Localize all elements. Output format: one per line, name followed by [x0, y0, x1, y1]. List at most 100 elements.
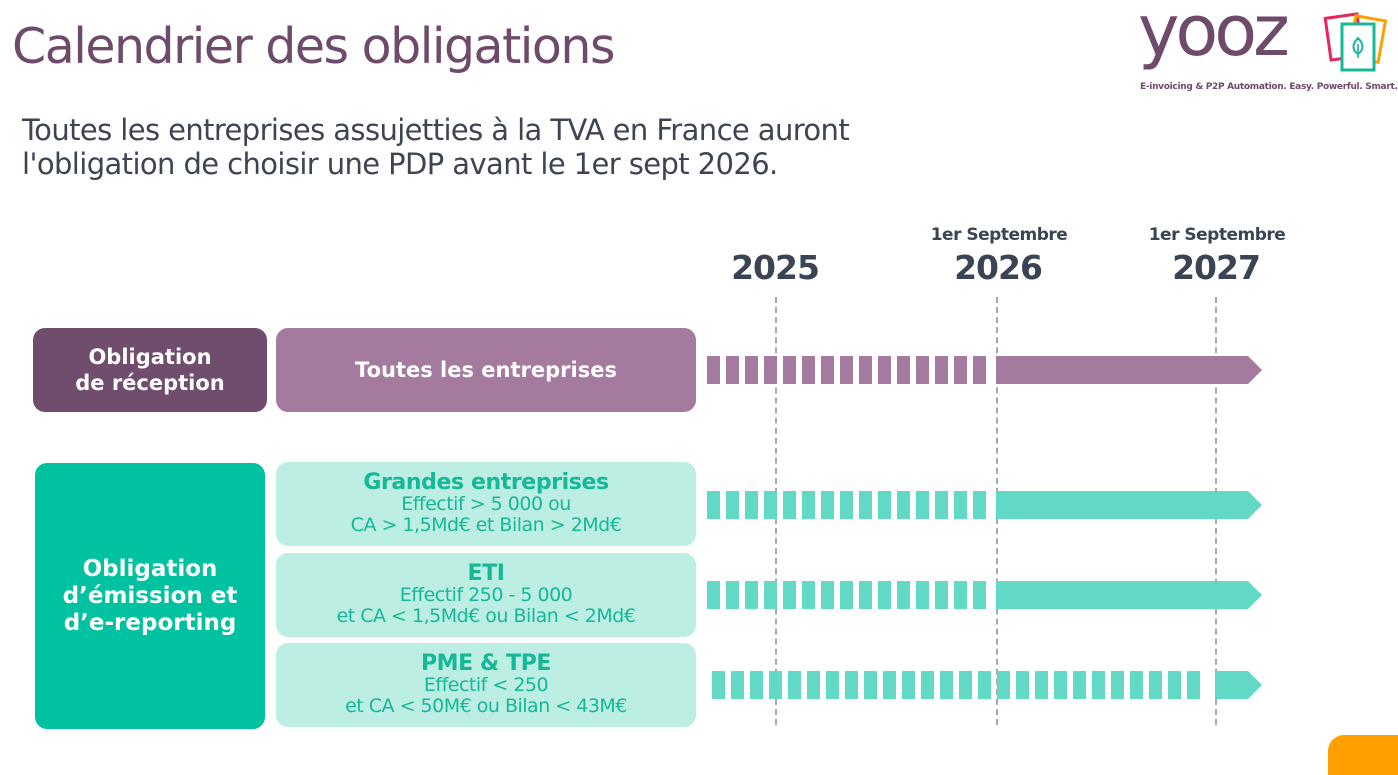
segment-title: ETI — [467, 561, 505, 586]
timeline-dash — [826, 671, 839, 699]
timeline-dash — [973, 491, 986, 519]
timeline-dash — [883, 671, 896, 699]
timeline-dash — [1130, 671, 1143, 699]
timeline-dash — [1111, 671, 1124, 699]
timeline-dash — [707, 356, 720, 384]
subtitle-line-2: l'obligation de choisir une PDP avant le… — [22, 147, 778, 181]
timeline-solid-arrow — [996, 581, 1262, 609]
timeline-dash — [821, 356, 834, 384]
timeline-dash — [897, 356, 910, 384]
slide-title: Calendrier des obligations — [12, 18, 615, 75]
segment-criteria: et CA < 50M€ ou Bilan < 43M€ — [345, 695, 627, 717]
timeline-dash — [764, 581, 777, 609]
timeline-dash — [935, 491, 948, 519]
timeline-dash — [821, 581, 834, 609]
timeline-dash — [954, 356, 967, 384]
group-label-emission: Obligation d’émission et d’e-reporting — [35, 463, 265, 729]
timeline-dash — [707, 491, 720, 519]
group-label-line: d’e-reporting — [63, 609, 237, 636]
timeline-dash — [878, 491, 891, 519]
timeline-dash — [859, 356, 872, 384]
segment-criteria: Effectif < 250 — [423, 674, 549, 696]
corner-decoration — [1328, 735, 1398, 775]
timeline-dash — [897, 581, 910, 609]
logo-tagline: E-invoicing & P2P Automation. Easy. Powe… — [1140, 82, 1398, 92]
timeline-dash — [783, 356, 796, 384]
logo-wordmark: yooz — [1138, 0, 1290, 72]
timeline-dash — [1149, 671, 1162, 699]
timeline-dash — [935, 356, 948, 384]
timeline-dash — [1092, 671, 1105, 699]
timeline-dash — [859, 491, 872, 519]
timeline-dash — [940, 671, 953, 699]
timeline-dash — [726, 581, 739, 609]
timeline-dash — [959, 671, 972, 699]
timeline-dash — [1016, 671, 1029, 699]
timeline-dash — [1168, 671, 1181, 699]
timeline-dash — [783, 581, 796, 609]
timeline-dash — [916, 581, 929, 609]
leaf-cards-icon — [1323, 12, 1388, 72]
segment-criteria: Effectif > 5 000 ou — [401, 493, 571, 515]
timeline-dash — [840, 581, 853, 609]
timeline-dash — [807, 671, 820, 699]
timeline-dash — [954, 581, 967, 609]
timeline-dash — [788, 671, 801, 699]
segment-criteria: et CA < 1,5Md€ ou Bilan < 2Md€ — [336, 605, 636, 627]
timeline-dash — [726, 491, 739, 519]
segment-grandes-entreprises: Grandes entreprises Effectif > 5 000 ou … — [276, 462, 696, 546]
timeline-dash — [845, 671, 858, 699]
timeline-solid-arrow — [1215, 671, 1262, 699]
subtitle-line-1: Toutes les entreprises assujetties à la … — [22, 113, 850, 147]
timeline-dash — [750, 671, 763, 699]
timeline-dash — [821, 491, 834, 519]
timeline-dash — [802, 356, 815, 384]
segment-pme-tpe: PME & TPE Effectif < 250 et CA < 50M€ ou… — [276, 643, 696, 727]
milestone-2026-year: 2026 — [954, 248, 1043, 287]
timeline-dash — [878, 356, 891, 384]
timeline-dash — [1035, 671, 1048, 699]
timeline-dash — [712, 671, 725, 699]
segment-title: PME & TPE — [420, 651, 552, 676]
segment-criteria: Effectif 250 - 5 000 — [399, 584, 573, 606]
timeline-dash — [859, 581, 872, 609]
timeline-dash — [978, 671, 991, 699]
timeline-solid-arrow — [996, 491, 1262, 519]
slide-subtitle: Toutes les entreprises assujetties à la … — [22, 113, 850, 181]
group-label-line: d’émission et — [62, 582, 238, 609]
segment-criteria: CA > 1,5Md€ et Bilan > 2Md€ — [350, 514, 622, 536]
timeline-dash — [1073, 671, 1086, 699]
milestone-2027-year: 2027 — [1172, 248, 1261, 287]
timeline-dash — [973, 356, 986, 384]
timeline-dash — [1187, 671, 1200, 699]
timeline-dash — [769, 671, 782, 699]
timeline-dash — [1054, 671, 1067, 699]
milestone-2027-date: 1er Septembre — [1148, 225, 1286, 245]
yooz-logo: yooz E-invoicing & P2P Automation. Easy.… — [1138, 0, 1398, 96]
timeline-dash — [921, 671, 934, 699]
timeline-dash — [731, 671, 744, 699]
segment-eti: ETI Effectif 250 - 5 000 et CA < 1,5Md€ … — [276, 553, 696, 637]
timeline-dash — [764, 356, 777, 384]
timeline-dash — [997, 671, 1010, 699]
timeline-dash — [864, 671, 877, 699]
timeline-dash — [897, 491, 910, 519]
group-label-reception: Obligation de réception — [33, 328, 267, 412]
timeline-dash — [935, 581, 948, 609]
milestone-2026-date: 1er Septembre — [930, 225, 1068, 245]
timeline-dash — [878, 581, 891, 609]
timeline-dash — [745, 356, 758, 384]
timeline-dash — [902, 671, 915, 699]
timeline-dash — [802, 581, 815, 609]
timeline-dash — [745, 581, 758, 609]
timeline-dash — [916, 491, 929, 519]
timeline-solid-arrow — [996, 356, 1262, 384]
group-label-line: Obligation — [88, 345, 212, 369]
milestone-2025-year: 2025 — [731, 248, 820, 287]
timeline-dash — [954, 491, 967, 519]
timeline-dash — [916, 356, 929, 384]
timeline-dash — [840, 356, 853, 384]
group-label-line: de réception — [75, 371, 225, 395]
group-label-line: Obligation — [82, 555, 218, 582]
timeline-dash — [802, 491, 815, 519]
